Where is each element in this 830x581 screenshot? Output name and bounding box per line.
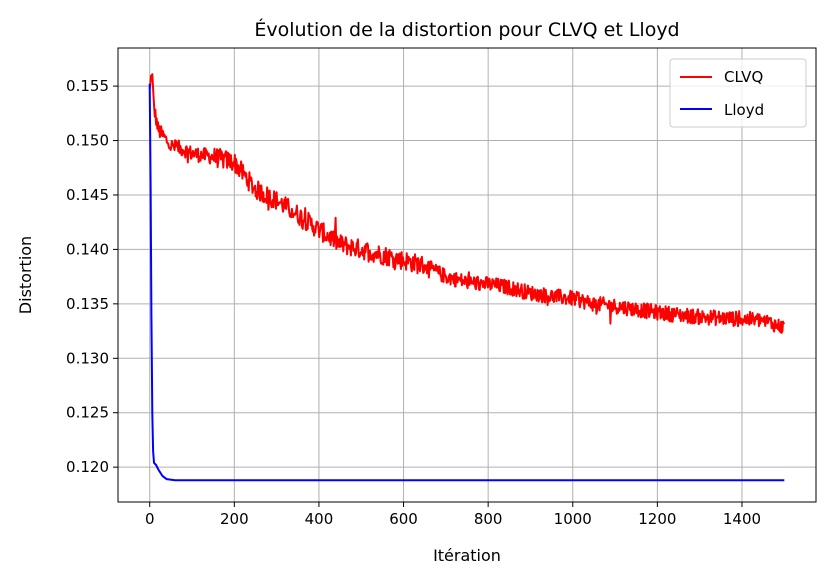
x-axis-label: Itération	[433, 546, 501, 565]
x-axis: 0 200 400 600 800 1000 1200 1400	[145, 502, 761, 528]
x-tick-label: 400	[305, 510, 334, 528]
y-tick-label: 0.145	[66, 186, 109, 204]
y-tick-label: 0.120	[66, 458, 109, 476]
legend: CLVQ Lloyd	[669, 58, 807, 128]
x-tick-label: 0	[145, 510, 155, 528]
y-tick-label: 0.140	[66, 240, 109, 258]
series-layer	[148, 73, 786, 482]
series-line-clvq	[148, 73, 786, 334]
series-line-lloyd	[148, 83, 785, 482]
y-tick-label: 0.150	[66, 132, 109, 150]
x-tick-label: 200	[220, 510, 249, 528]
x-tick-label: 600	[389, 510, 418, 528]
x-tick-label: 1400	[723, 510, 761, 528]
x-tick-label: 800	[474, 510, 503, 528]
y-tick-label: 0.130	[66, 349, 109, 367]
x-tick-label: 1000	[554, 510, 592, 528]
x-tick-label: 1200	[638, 510, 676, 528]
y-tick-label: 0.135	[66, 295, 109, 313]
y-axis: 0.120 0.125 0.130 0.135 0.140 0.145 0.150 0.155	[66, 77, 118, 476]
y-axis-label: Distortion	[16, 236, 35, 314]
legend-label-lloyd: Lloyd	[724, 101, 764, 119]
plot-frame	[117, 47, 817, 503]
y-tick-label: 0.125	[66, 404, 109, 422]
y-tick-label: 0.155	[66, 77, 109, 95]
legend-label-clvq: CLVQ	[724, 68, 763, 86]
chart-title: Évolution de la distortion pour CLVQ et …	[254, 18, 679, 41]
